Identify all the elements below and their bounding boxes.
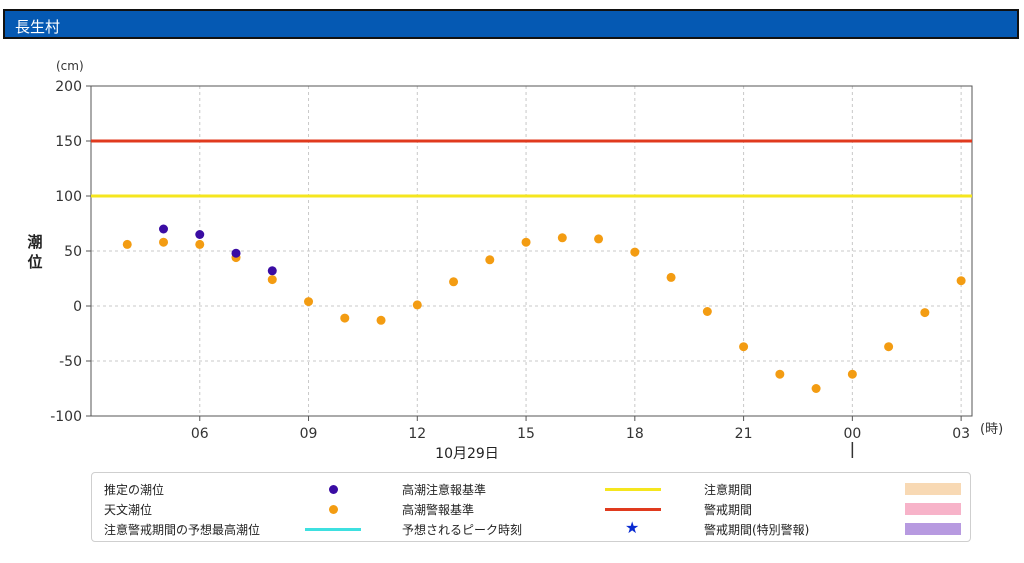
estimated-tide-point bbox=[267, 266, 277, 276]
astronomical-tide-point bbox=[847, 369, 857, 379]
date-label: 10月29日 bbox=[435, 446, 499, 462]
astronomical-tide-point bbox=[122, 239, 132, 249]
x-tick-label: 15 bbox=[517, 426, 535, 442]
legend-astronomical-symbol bbox=[329, 505, 338, 514]
astronomical-tide-point bbox=[376, 315, 386, 325]
estimated-tide-point bbox=[231, 248, 241, 258]
astronomical-tide-point bbox=[521, 237, 531, 247]
legend-warning-standard-label: 高潮警報基準 bbox=[402, 503, 475, 517]
legend-peak-time-label: 予想されるピーク時刻 bbox=[402, 523, 523, 537]
astronomical-tide-point bbox=[340, 313, 350, 323]
legend-astronomical-label: 天文潮位 bbox=[104, 503, 153, 517]
legend-caution-period-label: 注意期間 bbox=[704, 483, 753, 497]
x-tick-label: 21 bbox=[735, 426, 753, 442]
y-unit-label: (cm) bbox=[56, 59, 84, 73]
astronomical-tide-point bbox=[884, 342, 894, 352]
legend: 推定の潮位 天文潮位 注意警戒期間の予想最高潮位 高潮注意報基準 高潮警報基準 … bbox=[91, 472, 971, 542]
y-tick-label: -50 bbox=[59, 354, 82, 370]
astronomical-tide-point bbox=[739, 342, 749, 352]
page-title: 長生村 bbox=[15, 18, 61, 36]
legend-estimated-label: 推定の潮位 bbox=[104, 483, 165, 497]
legend-warning-period-symbol bbox=[905, 503, 961, 515]
y-tick-label: 100 bbox=[55, 189, 82, 205]
y-tick-label: 150 bbox=[55, 134, 82, 150]
y-tick-label: 200 bbox=[55, 79, 82, 95]
y-tick-label: -100 bbox=[50, 409, 82, 425]
estimated-tide-point bbox=[195, 230, 205, 239]
y-tick-label: 0 bbox=[73, 299, 82, 315]
astronomical-tide-point bbox=[485, 255, 495, 265]
star-icon: ★ bbox=[625, 518, 640, 537]
astronomical-tide-point bbox=[449, 277, 459, 287]
legend-caution-standard-symbol bbox=[605, 488, 661, 491]
estimated-tide-point bbox=[159, 224, 169, 234]
y-tick-label: 50 bbox=[64, 244, 82, 260]
legend-peak-level-symbol bbox=[305, 528, 361, 531]
astronomical-tide-point bbox=[956, 276, 966, 286]
legend-special-period-label: 警戒期間(特別警報) bbox=[704, 523, 810, 537]
astronomical-tide-point bbox=[666, 272, 676, 282]
astronomical-tide-point bbox=[594, 234, 604, 244]
y-axis-label: 潮位 bbox=[27, 233, 42, 271]
legend-peak-level-label: 注意警戒期間の予想最高潮位 bbox=[104, 523, 261, 537]
astronomical-tide-point bbox=[702, 307, 712, 316]
astronomical-tide-point bbox=[195, 239, 205, 249]
x-tick-label: 03 bbox=[952, 426, 970, 442]
astronomical-tide-point bbox=[811, 384, 821, 393]
x-tick-label: 00 bbox=[843, 426, 861, 442]
astronomical-tide-point bbox=[304, 297, 314, 307]
x-unit-label: (時) bbox=[980, 422, 1003, 437]
astronomical-tide-point bbox=[630, 247, 640, 257]
astronomical-tide-point bbox=[920, 308, 930, 318]
astronomical-tide-point bbox=[412, 300, 422, 310]
title-bar: 長生村 bbox=[3, 9, 1019, 39]
x-tick-label: 06 bbox=[191, 426, 209, 442]
legend-caution-standard-label: 高潮注意報基準 bbox=[402, 483, 487, 497]
x-tick-label: 18 bbox=[626, 426, 644, 442]
legend-special-period-symbol bbox=[905, 523, 961, 535]
tide-chart: 200 150 100 50 0 -50 -100 06 09 12 15 18 21 00 03 (cm) (… bbox=[27, 59, 1003, 462]
legend-warning-standard-symbol bbox=[605, 508, 661, 511]
legend-caution-period-symbol bbox=[905, 483, 961, 495]
x-tick-label: 12 bbox=[408, 426, 426, 442]
legend-warning-period-label: 警戒期間 bbox=[704, 503, 753, 517]
x-tick-label: 09 bbox=[300, 426, 318, 442]
legend-estimated-symbol bbox=[329, 485, 338, 494]
astronomical-tide-point bbox=[267, 275, 277, 285]
astronomical-tide-point bbox=[159, 237, 169, 247]
astronomical-tide-point bbox=[557, 233, 567, 243]
astronomical-tide-point bbox=[775, 369, 785, 379]
